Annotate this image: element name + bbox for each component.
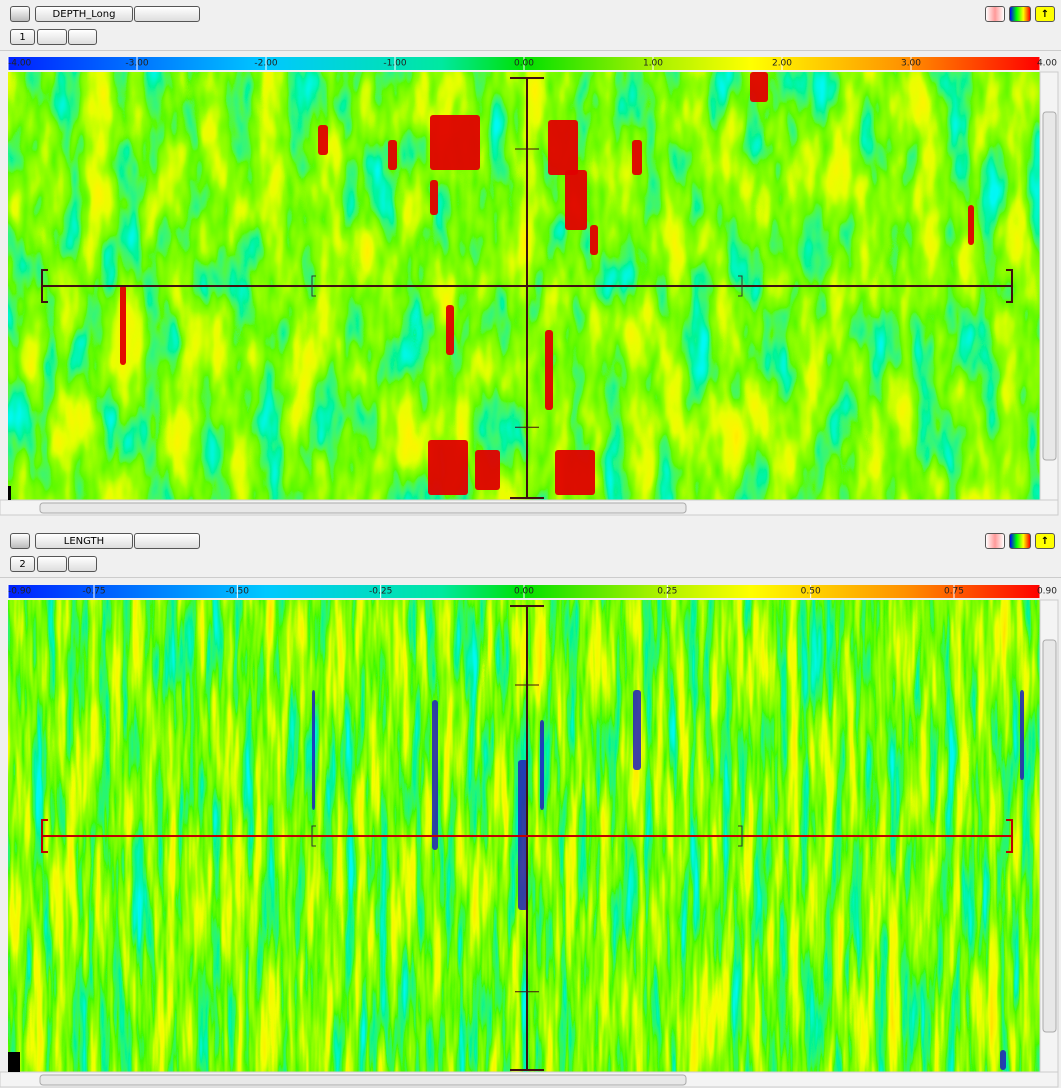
marker [8, 1052, 20, 1072]
anomaly [540, 720, 544, 810]
scale-label: -0.90 [8, 587, 32, 597]
anomaly [968, 205, 974, 245]
anomaly [555, 450, 595, 495]
anomaly [475, 450, 500, 490]
anomaly [388, 140, 397, 170]
blank-button[interactable] [134, 6, 200, 22]
panel-index[interactable]: 2 [10, 556, 35, 572]
app: (() => { const data = JSON.parse(documen… [0, 0, 1061, 1088]
marker [8, 486, 11, 500]
anomaly [565, 170, 587, 230]
blank-button[interactable] [37, 29, 67, 45]
blank-button[interactable] [37, 556, 67, 572]
colormap-button[interactable] [1009, 6, 1031, 22]
anomaly [1000, 1050, 1006, 1070]
blank-button[interactable] [68, 29, 97, 45]
panel-title[interactable]: DEPTH_Long [35, 6, 133, 22]
anomaly [312, 690, 315, 810]
anomaly [633, 690, 641, 770]
anomaly [1020, 690, 1024, 780]
palette-button[interactable] [985, 533, 1005, 549]
panel-icon-button[interactable] [10, 6, 30, 22]
v-scroll-thumb[interactable] [1043, 640, 1056, 1032]
scale-label: 2.00 [772, 59, 792, 69]
h-scroll-thumb[interactable] [40, 503, 686, 513]
scale-label: 3.00 [901, 59, 921, 69]
panel-view: -0.90 -0.75 -0.50 -0.25 0.00 0.25 0.50 0.75 0.90 [0, 583, 1061, 1088]
scale-label: -0.50 [226, 587, 250, 597]
scale-label: 4.00 [1037, 59, 1057, 69]
anomaly [750, 72, 768, 102]
scale-label: 0.25 [657, 587, 677, 597]
anomaly [446, 305, 454, 355]
scale-label: -4.00 [8, 59, 32, 69]
scale-label: 1.00 [643, 59, 663, 69]
colormap-button[interactable] [1009, 533, 1031, 549]
anomaly [545, 330, 553, 410]
anomaly [430, 115, 480, 170]
h-scroll-thumb[interactable] [40, 1075, 686, 1085]
anomaly [430, 180, 438, 215]
anomaly [632, 140, 642, 175]
anomaly [548, 120, 578, 175]
scale-label: 0.00 [514, 587, 534, 597]
scale-label: -2.00 [254, 59, 278, 69]
anomaly [120, 285, 126, 365]
anomaly [318, 125, 328, 155]
blank-button[interactable] [134, 533, 200, 549]
anomaly [428, 440, 468, 495]
panel-index[interactable]: 1 [10, 29, 35, 45]
blank-button[interactable] [68, 556, 97, 572]
scale-label: 0.00 [514, 59, 534, 69]
panel-title[interactable]: LENGTH [35, 533, 133, 549]
scale-label: 0.75 [944, 587, 964, 597]
v-scroll-thumb[interactable] [1043, 112, 1056, 460]
scale-label: 0.50 [801, 587, 821, 597]
anomaly [590, 225, 598, 255]
scale-label: -1.00 [383, 59, 407, 69]
panel-icon-button[interactable] [10, 533, 30, 549]
panel-view: -4.00 -3.00 -2.00 -1.00 0.00 1.00 2.00 3.00 4.00 [0, 55, 1061, 527]
arrow-button[interactable]: ↑ [1035, 6, 1055, 22]
palette-button[interactable] [985, 6, 1005, 22]
arrow-button[interactable]: ↑ [1035, 533, 1055, 549]
scale-label: -0.75 [82, 587, 105, 597]
anomaly [432, 700, 438, 850]
scale-label: -0.25 [369, 587, 392, 597]
scale-label: 0.90 [1037, 587, 1057, 597]
scale-label: -3.00 [125, 59, 149, 69]
